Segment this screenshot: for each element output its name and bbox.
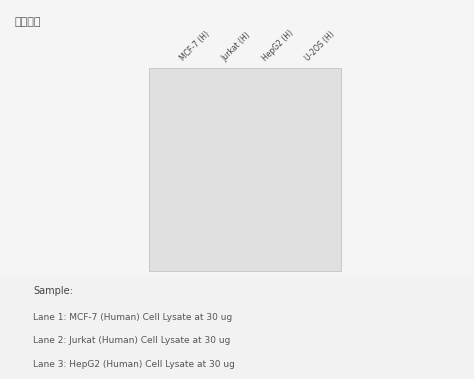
Text: MCF-7 (H): MCF-7 (H) — [178, 29, 211, 63]
Text: Jurkat (H): Jurkat (H) — [220, 30, 253, 63]
Text: Lane 2: Jurkat (Human) Cell Lysate at 30 ug: Lane 2: Jurkat (Human) Cell Lysate at 30… — [33, 336, 230, 345]
Text: Sample:: Sample: — [33, 286, 73, 296]
Text: Lane 3: HepG2 (Human) Cell Lysate at 30 ug: Lane 3: HepG2 (Human) Cell Lysate at 30 … — [33, 360, 235, 369]
Text: U-2OS (H): U-2OS (H) — [303, 30, 336, 63]
FancyBboxPatch shape — [0, 0, 474, 275]
FancyBboxPatch shape — [149, 68, 341, 271]
Text: Lane 1: MCF-7 (Human) Cell Lysate at 30 ug: Lane 1: MCF-7 (Human) Cell Lysate at 30 … — [33, 313, 232, 322]
Text: HepG2 (H): HepG2 (H) — [261, 28, 295, 63]
Text: 产品图片: 产品图片 — [14, 17, 41, 27]
FancyBboxPatch shape — [0, 275, 474, 379]
